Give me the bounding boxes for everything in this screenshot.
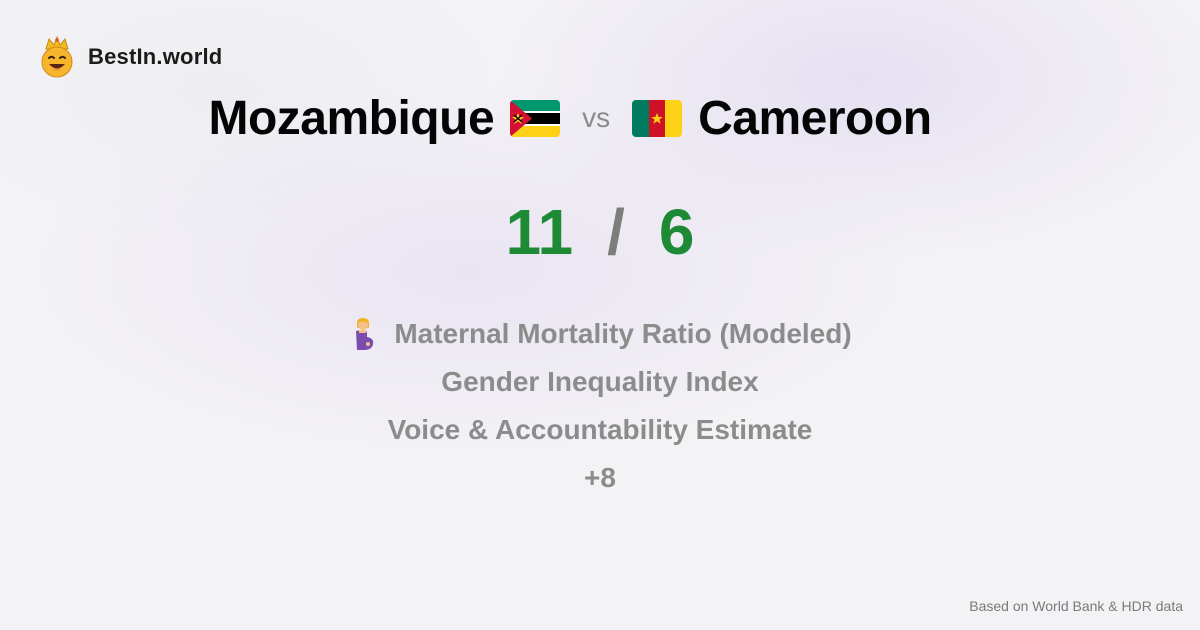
metric-item-maternal-mortality[interactable]: Maternal Mortality Ratio (Modeled) [0,310,1200,358]
metric-label: Gender Inequality Index [441,366,759,397]
score-separator: / [607,196,625,268]
pregnant-woman-icon [356,318,374,350]
metrics-list: Maternal Mortality Ratio (Modeled) Gende… [0,310,1200,502]
cameroon-flag-icon [632,99,683,137]
crowned-smiley-icon [41,36,73,78]
metric-item-gender-inequality[interactable]: Gender Inequality Index [0,358,1200,406]
metric-label: Voice & Accountability Estimate [387,414,813,445]
mozambique-flag-icon [510,99,561,137]
right-country-name[interactable]: Cameroon [698,91,932,145]
more-metrics-count[interactable]: +8 [0,454,1200,502]
left-country-name[interactable]: Mozambique [208,91,495,145]
score-display: 11 / 6 [0,196,1200,268]
metric-label: Maternal Mortality Ratio (Modeled) [394,318,852,349]
brand-name: BestIn.world [88,44,223,69]
metric-item-voice-accountability[interactable]: Voice & Accountability Estimate [0,406,1200,454]
left-score: 11 [505,196,574,268]
comparison-title: Mozambique vs Cameroon [0,88,1140,148]
right-score: 6 [658,196,695,268]
vs-label: vs [582,102,611,133]
brand-header[interactable]: BestIn.world [38,36,222,78]
more-metrics-label: +8 [584,462,616,493]
data-source-note: Based on World Bank & HDR data [969,598,1183,614]
